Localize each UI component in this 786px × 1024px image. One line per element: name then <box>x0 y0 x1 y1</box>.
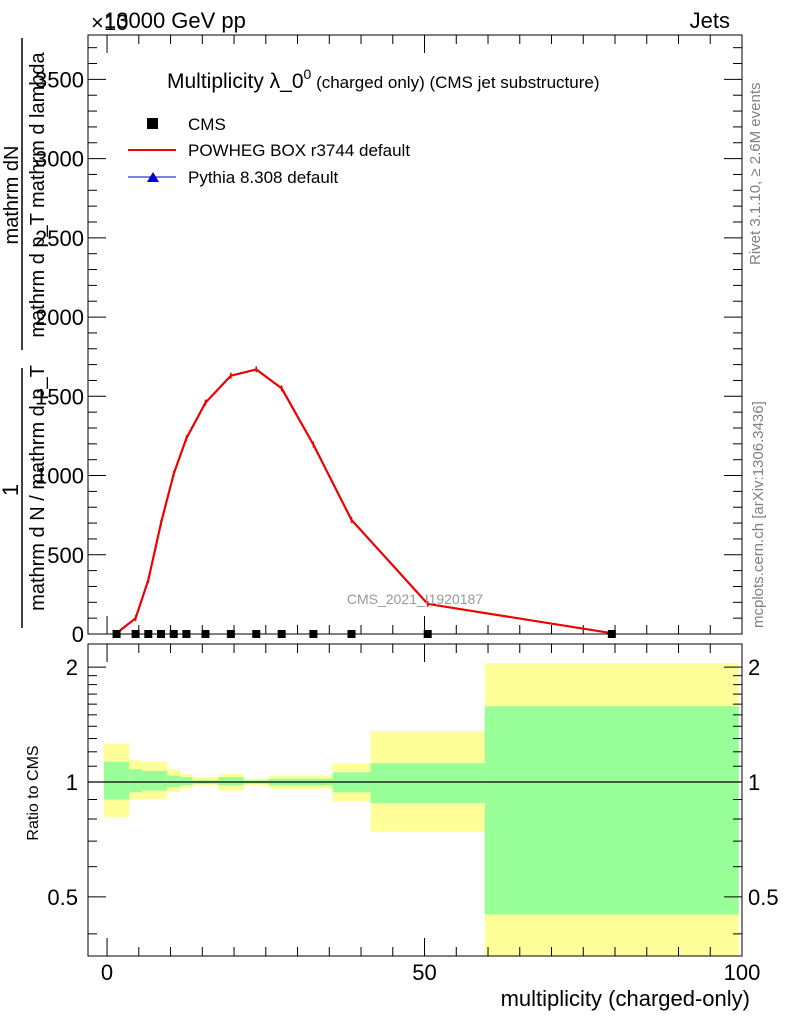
ylabel-dn: mathrm dN <box>1 146 23 245</box>
analysis-watermark: CMS_2021_I1920187 <box>347 591 483 607</box>
top-ytick-label: 1000 <box>35 464 84 489</box>
ratio-frame <box>87 643 743 957</box>
ratio-ytick-label: 2 <box>66 655 78 680</box>
jets-label: Jets <box>690 8 730 33</box>
ylabel-dn-dpt: mathrm d N / mathrm d p_T <box>27 365 49 611</box>
plot-title: Multiplicity λ_00 (charged only) (CMS je… <box>167 66 600 93</box>
cms-point <box>309 630 318 638</box>
powheg-line <box>115 368 612 635</box>
cms-point <box>252 630 261 638</box>
mcplots-info: mcplots.cern.ch [arXiv:1306.3436] <box>750 401 767 628</box>
top-marks <box>112 366 616 638</box>
cms-point <box>182 630 191 638</box>
ratio-band-inner <box>129 769 142 793</box>
cms-point <box>347 630 356 638</box>
ratio-axes: 0.5 0.5 1 1 2 2 0 50 100 <box>47 643 779 985</box>
legend: CMS POWHEG BOX r3744 default Pythia 8.30… <box>128 115 410 187</box>
top-axes: 0 500 1000 1500 2000 2500 3000 3500 <box>35 34 743 647</box>
legend-powheg-label: POWHEG BOX r3744 default <box>188 141 410 160</box>
ratio-ytick-label-right: 2 <box>748 655 760 680</box>
cms-point <box>144 630 153 638</box>
ratio-band-inner <box>180 777 193 786</box>
ratio-band-inner <box>141 770 168 791</box>
legend-cms-marker <box>147 118 158 129</box>
ratio-band-inner <box>167 775 181 788</box>
top-ytick-label: 3500 <box>35 67 84 92</box>
top-ytick-label: 2000 <box>35 305 84 330</box>
ratio-band-inner <box>370 763 485 804</box>
xtick-label: 50 <box>412 960 436 985</box>
xtick-label: 0 <box>101 960 113 985</box>
ratio-ylabel: Ratio to CMS <box>25 745 42 840</box>
top-ytick-label: 2500 <box>35 226 84 251</box>
ratio-band-inner <box>218 777 244 786</box>
top-ytick-label: 500 <box>47 543 84 568</box>
cms-point <box>131 630 140 638</box>
legend-pythia-marker <box>147 172 159 182</box>
top-frame <box>87 34 743 635</box>
ratio-bands <box>103 663 739 956</box>
top-ylabel: 1 mathrm d N / mathrm d p_T mathrm dN ma… <box>0 38 49 628</box>
top-ytick-label: 3000 <box>35 147 84 172</box>
cms-point <box>201 630 210 638</box>
xtick-label: 100 <box>724 960 761 985</box>
ratio-band-inner <box>484 706 739 915</box>
top-ytick-label: 1500 <box>35 384 84 409</box>
cms-point <box>157 630 166 638</box>
cms-point <box>226 630 235 638</box>
ratio-ytick-label-right: 1 <box>748 770 760 795</box>
ylabel-dpt-dlambda: mathrm d p_T mathrm d lambda <box>27 51 49 337</box>
legend-cms-label: CMS <box>188 115 226 134</box>
cms-point <box>607 630 616 638</box>
ratio-ytick-label-right: 0.5 <box>748 885 779 910</box>
top-ytick-label: 0 <box>72 622 84 647</box>
rivet-info: Rivet 3.1.10, ≥ 2.6M events <box>747 83 764 266</box>
energy-label: 13000 GeV pp <box>104 8 246 33</box>
exponent-label: ×10 <box>91 10 128 35</box>
cms-point <box>169 630 178 638</box>
ratio-ytick-label: 0.5 <box>47 885 78 910</box>
ratio-ytick-label: 1 <box>66 770 78 795</box>
legend-pythia-label: Pythia 8.308 default <box>188 168 339 187</box>
ratio-band-inner <box>103 761 130 800</box>
cms-point <box>277 630 286 638</box>
cms-point <box>112 630 121 638</box>
ylabel-one: 1 <box>0 484 23 496</box>
cms-point <box>423 630 432 638</box>
xlabel: multiplicity (charged-only) <box>501 986 750 1011</box>
